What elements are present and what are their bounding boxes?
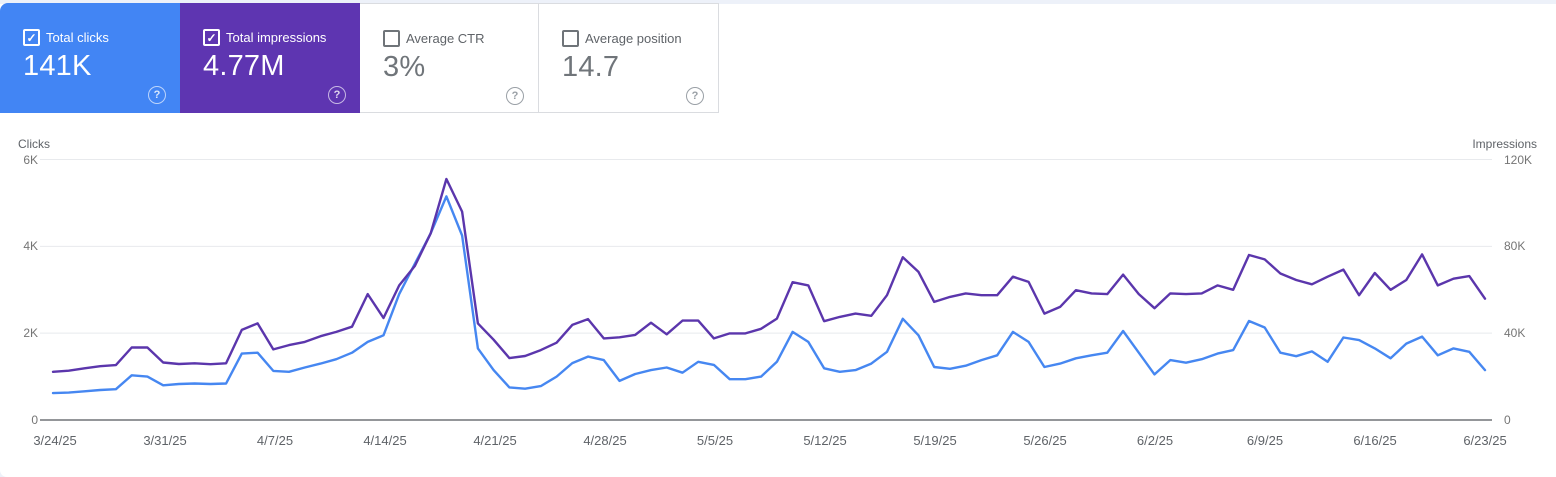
clicks-axis-tick-label: 2K	[23, 326, 38, 341]
help-icon[interactable]: ?	[506, 87, 524, 105]
help-icon[interactable]: ?	[328, 86, 346, 104]
x-axis-tick-label: 4/28/25	[583, 433, 627, 448]
page-background-strip	[0, 0, 1556, 4]
impressions-line	[51, 177, 1487, 373]
clicks-axis-tick-label: 6K	[23, 152, 38, 167]
x-axis-tick-label: 5/26/25	[1023, 433, 1067, 448]
clicks-axis-tick-label: 0	[31, 413, 38, 427]
metric-card-value: 4.77M	[203, 50, 285, 82]
x-axis-tick-label: 4/7/25	[256, 433, 294, 448]
metric-card-label: Average position	[585, 31, 682, 46]
question-mark-glyph: ?	[333, 88, 341, 101]
checkbox-unchecked-icon[interactable]: ✓	[383, 30, 400, 47]
page-corner-decoration	[0, 470, 1556, 477]
checkmark-glyph: ✓	[206, 30, 217, 45]
metric-card-label: Total clicks	[46, 30, 109, 45]
x-axis-tick-label: 6/2/25	[1136, 433, 1174, 448]
impressions-axis-tick-label: 40K	[1504, 326, 1526, 341]
clicks-line	[51, 195, 1487, 395]
x-axis-tick-label: 5/5/25	[696, 433, 734, 448]
x-axis-tick-label: 6/23/25	[1463, 433, 1507, 448]
metric-card-value: 3%	[383, 51, 426, 83]
impressions-axis-tick-label: 120K	[1504, 152, 1533, 167]
checkbox-unchecked-icon[interactable]: ✓	[562, 30, 579, 47]
impressions-axis-tick-label: 80K	[1504, 239, 1526, 254]
question-mark-glyph: ?	[511, 89, 519, 102]
x-axis-tick-label: 3/31/25	[143, 433, 187, 448]
metric-card-average-ctr[interactable]: ✓ Average CTR 3% ?	[360, 3, 539, 113]
impressions-axis-tick-label: 0	[1504, 413, 1511, 427]
clicks-axis-tick-label: 4K	[23, 239, 38, 254]
question-mark-glyph: ?	[691, 89, 699, 102]
x-axis-tick-label: 6/9/25	[1246, 433, 1284, 448]
checkbox-checked-icon[interactable]: ✓	[23, 29, 40, 46]
x-axis-tick-label: 6/16/25	[1353, 433, 1397, 448]
help-icon[interactable]: ?	[148, 86, 166, 104]
metric-card-label: Total impressions	[226, 30, 327, 45]
x-axis-tick-label: 4/14/25	[363, 433, 407, 448]
metric-card-value: 14.7	[562, 51, 620, 83]
x-axis-tick-label: 4/21/25	[473, 433, 517, 448]
question-mark-glyph: ?	[153, 88, 161, 101]
metric-card-total-impressions[interactable]: ✓ Total impressions 4.77M ?	[180, 3, 360, 113]
x-axis-tick-label: 5/19/25	[913, 433, 957, 448]
metric-card-label: Average CTR	[406, 31, 485, 46]
help-icon[interactable]: ?	[686, 87, 704, 105]
checkbox-checked-icon[interactable]: ✓	[203, 29, 220, 46]
left-axis-title: Clicks	[18, 137, 50, 151]
x-axis-tick-label: 5/12/25	[803, 433, 847, 448]
metric-card-average-position[interactable]: ✓ Average position 14.7 ?	[539, 3, 719, 113]
metric-card-value: 141K	[23, 50, 92, 82]
checkmark-glyph: ✓	[26, 30, 37, 45]
metric-card-total-clicks[interactable]: ✓ Total clicks 141K ?	[0, 3, 180, 113]
x-axis-tick-label: 3/24/25	[33, 433, 77, 448]
right-axis-title: Impressions	[1472, 137, 1537, 151]
